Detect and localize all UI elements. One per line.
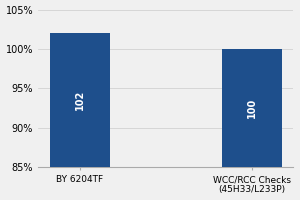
Bar: [50, 33, 110, 167]
Text: 100: 100: [247, 98, 257, 118]
Text: 102: 102: [75, 90, 85, 110]
Bar: [222, 49, 282, 167]
